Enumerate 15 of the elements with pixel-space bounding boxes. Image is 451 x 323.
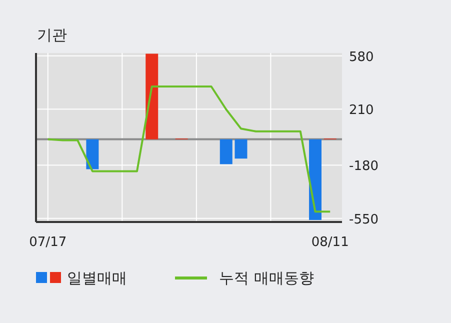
bar (220, 139, 232, 164)
x-tick-label: 07/17 (29, 235, 67, 250)
bar (234, 139, 248, 159)
legend-label: 일별매매 (67, 269, 127, 287)
legend-label: 누적 매매동향 (219, 269, 314, 287)
bar (146, 54, 158, 140)
y-tick-label: 210 (349, 103, 374, 118)
y-tick-label: -180 (349, 159, 379, 174)
chart-title: 기관 (37, 26, 67, 44)
y-tick-label: -550 (349, 212, 379, 228)
bar (86, 139, 99, 170)
bar (309, 139, 322, 220)
x-tick-label: 08/11 (311, 235, 349, 250)
y-tick-label: 580 (349, 50, 374, 65)
line-series (46, 86, 332, 213)
